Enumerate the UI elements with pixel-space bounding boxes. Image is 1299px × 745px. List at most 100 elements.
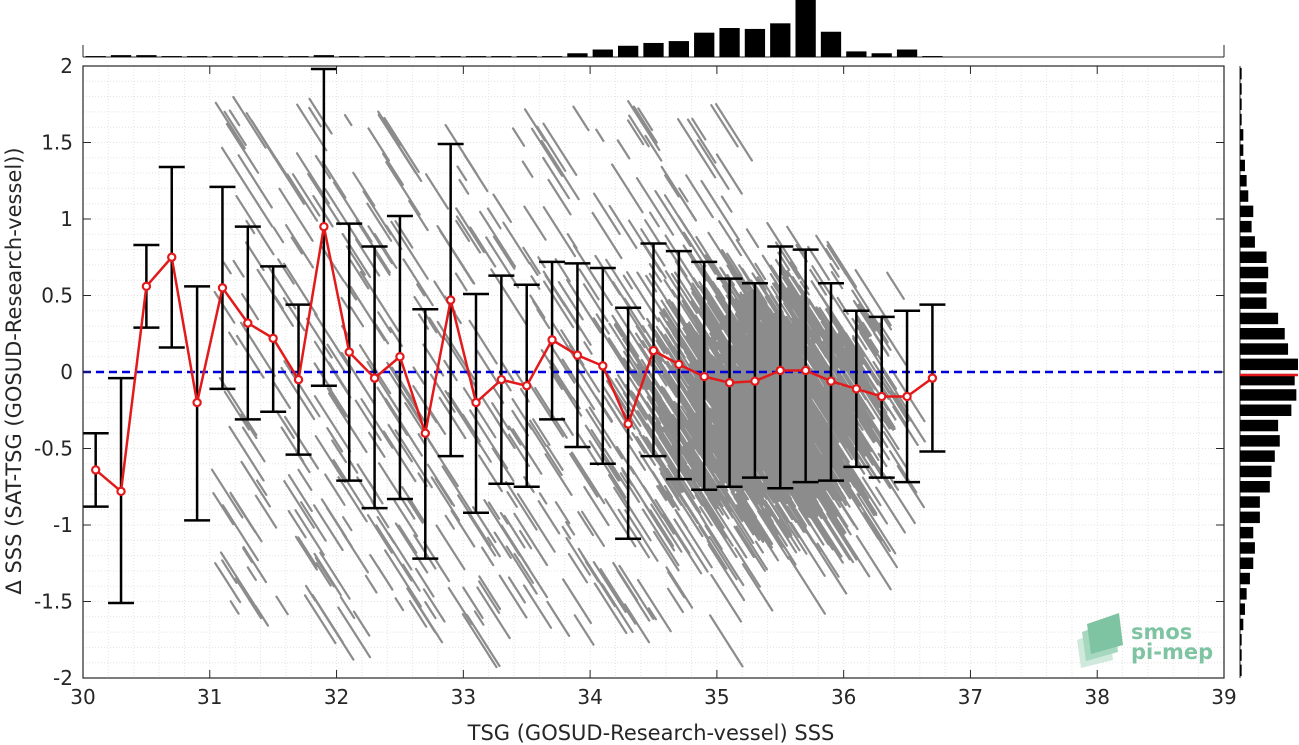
y-tick-label: 2 [60,54,73,78]
x-tick-label: 31 [197,685,222,709]
mean-point [877,391,887,402]
x-tick-label: 39 [1211,685,1236,709]
scatter-cloud [210,95,926,669]
mean-point [927,373,938,383]
mean-point [116,486,126,497]
right-hist-bar [1240,649,1242,661]
mean-point [674,359,684,370]
right-histogram [1239,66,1298,678]
mean-point [496,374,507,385]
x-tick-label: 30 [70,685,95,709]
right-hist-bar [1240,603,1245,615]
x-tick-label: 35 [704,685,729,709]
top-hist-bar [846,51,867,57]
y-tick-label: 0 [60,360,73,384]
mean-point [623,419,633,429]
y-tick-label: 0.5 [41,284,73,308]
y-tick-label: 1 [60,207,73,231]
right-hist-bar [1240,618,1244,631]
top-histogram [82,0,1225,58]
mean-point [141,281,152,292]
right-hist-bar [1240,404,1292,416]
right-hist-bar [1240,67,1242,80]
x-tick-label: 33 [451,685,476,709]
mean-point [167,252,177,262]
x-tick-label: 38 [1084,685,1109,709]
mean-point [826,376,836,386]
right-hist-bar [1240,282,1267,294]
right-hist-bar [1240,419,1279,432]
right-hist-bar [1240,481,1270,493]
mean-point [243,318,253,328]
binned-mean-series [90,221,938,497]
top-hist-bar [871,53,892,57]
right-hist-bar [1240,343,1289,355]
mean-point [775,365,785,376]
mean-point [420,428,430,438]
right-hist-bar [1240,435,1280,447]
right-hist-bar [1240,297,1267,309]
mean-point [902,391,912,402]
right-hist-bar [1240,634,1242,646]
top-hist-bar [694,32,715,57]
mean-point [395,352,405,362]
top-hist-bar [237,56,258,57]
right-hist-bar [1240,542,1255,554]
top-hist-bar [516,56,537,57]
x-tick-label: 32 [324,685,349,709]
y-tick-label: 1.5 [41,131,73,155]
mean-point [699,371,709,382]
right-hist-bar [1240,190,1249,202]
x-axis-label: TSG (GOSUD-Research-vessel) SSS [467,721,835,745]
y-tick-label: -0.5 [34,437,73,461]
right-hist-bar [1240,98,1242,110]
mean-point [344,347,354,357]
right-hist-bar [1240,266,1269,279]
right-hist-bar [1240,220,1252,233]
top-hist-bar [668,41,689,57]
mean-point [445,295,456,305]
top-hist-bar [744,28,766,57]
mean-point [90,465,101,475]
mean-point [522,381,532,391]
top-hist-bar [491,56,512,57]
top-hist-bar [288,56,309,57]
top-hist-bar [922,56,943,57]
right-hist-bar [1240,144,1244,156]
top-hist-bar [770,23,791,58]
right-hist-bar [1240,526,1254,539]
top-hist-bar [85,56,106,57]
top-hist-bar [896,49,918,57]
top-hist-bar [465,56,487,57]
top-hist-bar [440,56,461,57]
top-hist-bar [592,49,613,57]
right-hist-bar [1240,328,1285,340]
mean-point [572,350,583,360]
top-hist-bar [389,56,411,57]
mean-point [369,373,380,383]
top-hist-bar [212,56,233,57]
y-tick-label: -1 [53,513,73,537]
right-hist-bar [1240,450,1275,462]
right-hist-bar [1240,251,1267,263]
mean-point [293,374,304,385]
mean-point [547,335,557,345]
y-axis-ticks: -2 -1.5 -1 -0.5 0 0.5 1 1.5 2 [34,54,1224,690]
top-hist-bar [795,0,816,57]
top-hist-bar [161,56,182,57]
top-hist-bar [136,55,157,57]
right-hist-bar [1240,496,1260,508]
right-hist-bar [1240,312,1279,325]
mean-point [648,345,659,356]
mean-point [217,283,228,293]
top-hist-bar [263,56,284,57]
mean-point [750,376,760,386]
right-hist-bar [1240,175,1247,187]
mean-point [598,361,608,371]
top-hist-bar [719,28,740,57]
top-hist-bar [186,56,208,57]
mean-line [94,226,934,494]
right-hist-bar [1240,358,1298,371]
top-hist-bar [541,56,563,57]
right-hist-bar [1240,129,1244,141]
